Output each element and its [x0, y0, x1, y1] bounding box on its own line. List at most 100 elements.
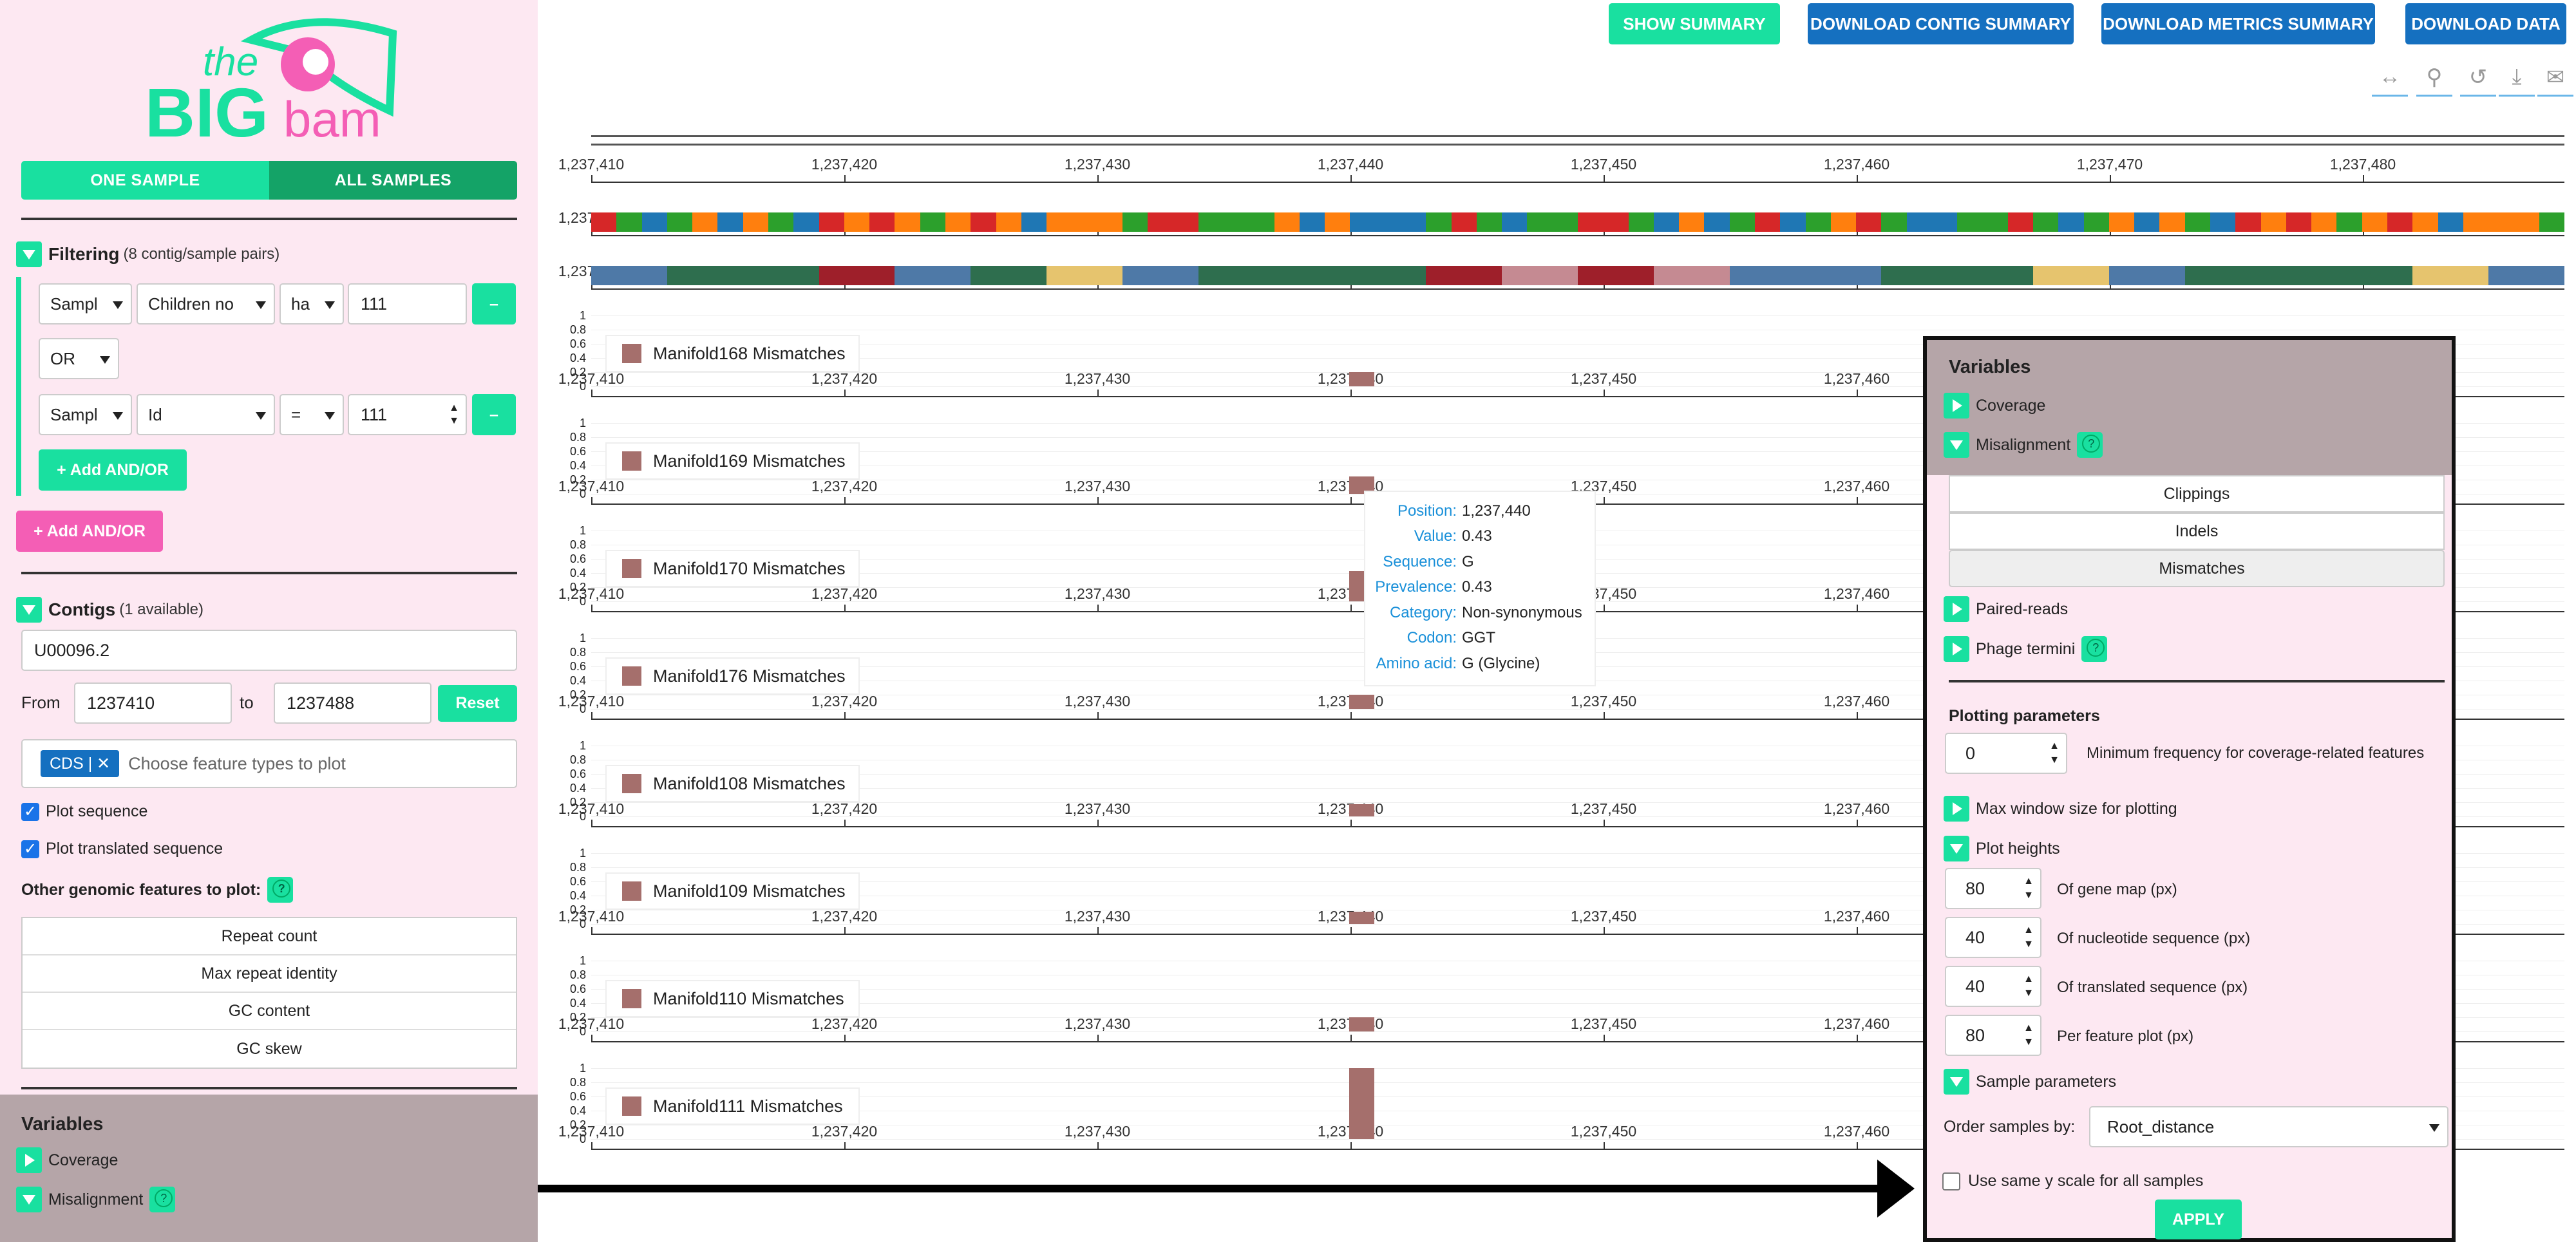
same-y-scale-checkbox[interactable]: Use same y scale for all samples: [1942, 1172, 2203, 1190]
mismatch-bar[interactable]: [1349, 1068, 1374, 1139]
minfreq-input[interactable]: 0 ▲ ▼: [1945, 733, 2067, 774]
feature-plot-height-input[interactable]: 80 ▲ ▼: [1945, 1015, 2041, 1056]
apply-button[interactable]: APPLY: [2155, 1200, 2242, 1239]
codon-cell: [1274, 266, 1350, 285]
add-and-or-outer-button[interactable]: + Add AND/OR: [16, 511, 163, 552]
download-data-button[interactable]: DOWNLOAD DATA: [2405, 3, 2566, 44]
y-tick-label: 0.8: [569, 1076, 586, 1089]
collapse-icon[interactable]: [16, 241, 42, 267]
to-input[interactable]: 1237488: [274, 682, 431, 724]
y-tick-label: 0: [579, 702, 586, 715]
filter1-remove-button[interactable]: –: [472, 283, 516, 325]
filter-connector-select[interactable]: OR: [39, 338, 119, 379]
pan-icon[interactable]: ↔: [2372, 64, 2408, 97]
mismatch-bar[interactable]: [1349, 372, 1374, 386]
expand-icon[interactable]: [1944, 393, 1969, 419]
filter1-operator-select[interactable]: ha: [279, 283, 344, 325]
gridline: [591, 853, 2564, 854]
x-tick-label: 1,237,430: [1064, 370, 1131, 387]
nucleotide-cell: [996, 212, 1021, 232]
help-icon[interactable]: [2077, 432, 2103, 458]
phage-termini-toggle[interactable]: Phage termini: [1944, 636, 2108, 662]
sample-params-toggle[interactable]: Sample parameters: [1944, 1069, 2116, 1095]
coverage-toggle[interactable]: Coverage: [16, 1147, 118, 1173]
filtering-section-header[interactable]: Filtering (8 contig/sample pairs): [16, 241, 279, 267]
expand-icon[interactable]: [1944, 636, 1969, 662]
codon-cell: [2108, 266, 2185, 285]
order-samples-select[interactable]: Root_distance: [2089, 1106, 2448, 1147]
nucleotide-cell: [1249, 212, 1274, 232]
filter2-value-input[interactable]: 111 ▲ ▼: [348, 394, 467, 435]
plot-sequence-checkbox[interactable]: ✓ Plot sequence: [21, 802, 147, 821]
feature-type-select[interactable]: CDS | ✕ Choose feature types to plot: [21, 739, 517, 788]
feature-gc-content[interactable]: GC content: [23, 993, 516, 1030]
contigs-section-header[interactable]: Contigs (1 available): [16, 597, 204, 623]
filter1-value-input[interactable]: 111: [348, 283, 467, 325]
reset-button[interactable]: Reset: [438, 685, 517, 722]
expand-icon[interactable]: [1944, 796, 1969, 822]
feature-max-repeat-identity[interactable]: Max repeat identity: [23, 955, 516, 993]
add-and-or-inner-button[interactable]: + Add AND/OR: [39, 449, 187, 491]
show-summary-button[interactable]: SHOW SUMMARY: [1609, 3, 1780, 44]
filter2-operator-select[interactable]: =: [279, 394, 344, 435]
download-contig-summary-button[interactable]: DOWNLOAD CONTIG SUMMARY: [1808, 3, 2074, 44]
plot-translated-checkbox[interactable]: ✓ Plot translated sequence: [21, 840, 223, 858]
download-metrics-summary-button[interactable]: DOWNLOAD METRICS SUMMARY: [2101, 3, 2375, 44]
x-tick-mark: [1604, 497, 1605, 503]
max-window-toggle[interactable]: Max window size for plotting: [1944, 796, 2177, 822]
download-icon[interactable]: ⤓: [2499, 64, 2535, 97]
help-icon[interactable]: [2081, 636, 2108, 662]
coverage-toggle[interactable]: Coverage: [1944, 393, 2045, 419]
help-icon[interactable]: [149, 1187, 176, 1212]
plot-heights-toggle[interactable]: Plot heights: [1944, 836, 2060, 861]
contig-input[interactable]: U00096.2: [21, 630, 517, 671]
mismatch-bar[interactable]: [1349, 1017, 1374, 1031]
x-axis-line: [591, 288, 2564, 290]
feature-gc-skew[interactable]: GC skew: [236, 1039, 302, 1058]
reset-icon[interactable]: ↺: [2460, 64, 2496, 97]
gene-map-height-input[interactable]: 80 ▲ ▼: [1945, 868, 2041, 909]
mismatch-bar[interactable]: [1349, 695, 1374, 709]
feature-repeat-count[interactable]: Repeat count: [23, 918, 516, 955]
filter1-field-select[interactable]: Sampl: [39, 283, 132, 325]
panel-legend: Manifold169 Mismatches: [605, 442, 860, 480]
one-sample-tab[interactable]: ONE SAMPLE: [21, 161, 269, 200]
from-input[interactable]: 1237410: [74, 682, 232, 724]
collapse-icon[interactable]: [1944, 836, 1969, 861]
y-tick-label: 0.6: [569, 660, 586, 673]
cds-chip[interactable]: CDS | ✕: [41, 750, 120, 777]
help-icon[interactable]: [267, 877, 294, 903]
y-tick-label: 0.6: [569, 337, 586, 350]
clippings-option[interactable]: Clippings: [1949, 475, 2445, 513]
misalignment-toggle[interactable]: Misalignment: [16, 1187, 176, 1212]
collapse-icon[interactable]: [1944, 432, 1969, 458]
paired-reads-toggle[interactable]: Paired-reads: [1944, 596, 2068, 622]
zoom-icon[interactable]: ⚲: [2416, 64, 2452, 97]
mismatch-bar[interactable]: [1349, 912, 1374, 924]
expand-icon[interactable]: [16, 1147, 42, 1173]
translated-height-input[interactable]: 40 ▲ ▼: [1945, 966, 2041, 1007]
filter2-attribute-select[interactable]: Id: [137, 394, 275, 435]
y-tick-label: 0.6: [569, 552, 586, 565]
expand-icon[interactable]: [1944, 596, 1969, 622]
x-tick-label: 1,237,430: [1064, 1015, 1131, 1032]
mismatch-bar[interactable]: [1349, 804, 1374, 816]
all-samples-tab[interactable]: ALL SAMPLES: [269, 161, 517, 200]
collapse-icon[interactable]: [16, 597, 42, 623]
x-tick-mark: [1350, 1142, 1352, 1149]
filter1-attribute-select[interactable]: Children no: [137, 283, 275, 325]
nucleotide-cell: [2362, 212, 2387, 232]
indels-option[interactable]: Indels: [1949, 513, 2445, 550]
x-tick-mark: [1350, 497, 1352, 503]
x-tick-label: 1,237,410: [558, 156, 625, 173]
filter2-field-select[interactable]: Sampl: [39, 394, 132, 435]
collapse-icon[interactable]: [1944, 1069, 1969, 1095]
misalignment-toggle[interactable]: Misalignment: [1944, 432, 2103, 458]
comment-icon[interactable]: ✉: [2537, 64, 2573, 97]
x-tick-label: 1,237,410: [558, 1123, 625, 1140]
collapse-icon[interactable]: [16, 1187, 42, 1212]
nucleotide-cell: [1476, 212, 1502, 232]
filter2-remove-button[interactable]: –: [472, 394, 516, 435]
nucleotide-height-input[interactable]: 40 ▲ ▼: [1945, 917, 2041, 958]
mismatches-option[interactable]: Mismatches: [1949, 550, 2445, 587]
